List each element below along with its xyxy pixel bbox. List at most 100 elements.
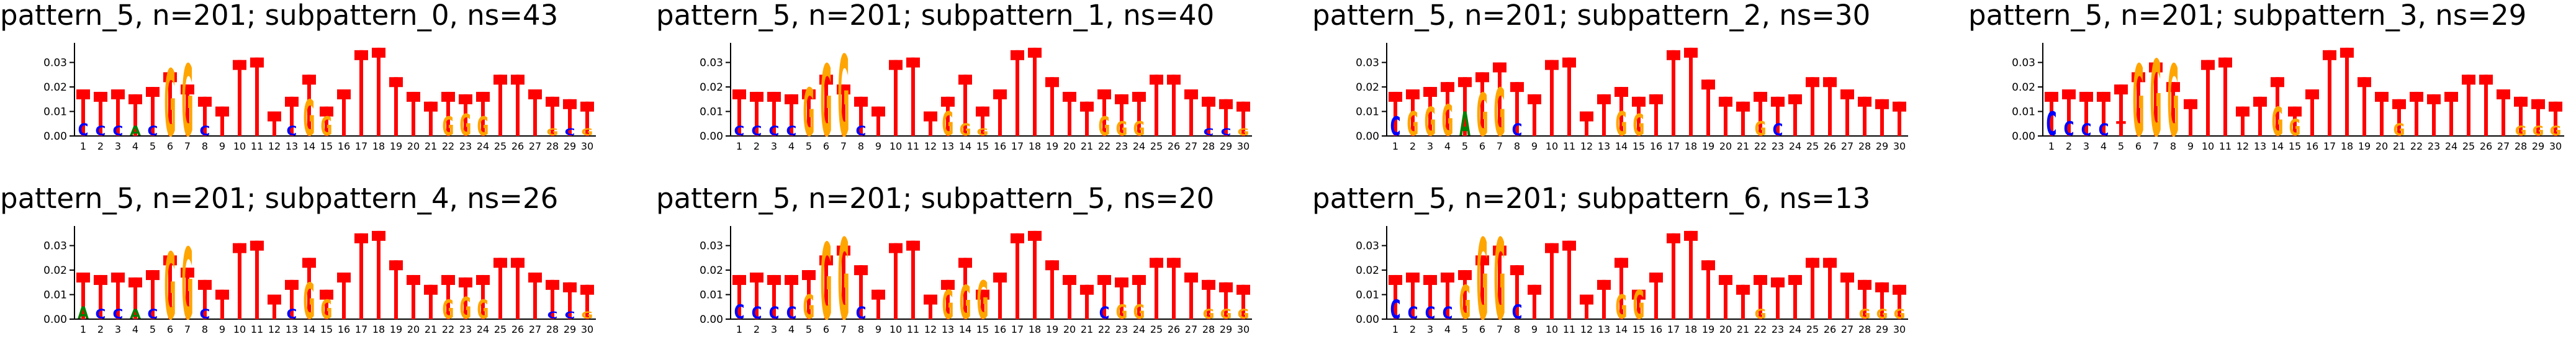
position-bar	[551, 279, 554, 319]
logo-letter: G	[960, 276, 971, 329]
logo-letter: G	[1459, 276, 1471, 329]
x-tick-label: 4	[2101, 140, 2107, 152]
x-tick-label: 8	[1514, 323, 1520, 335]
position-bar-cap	[976, 106, 989, 117]
x-tick-label: 15	[1633, 323, 1645, 335]
position-bar-cap	[181, 84, 194, 95]
position-bar-cap	[1597, 279, 1611, 290]
x-tick-label: 15	[2289, 140, 2301, 152]
x-tick-label: 12	[268, 140, 281, 152]
x-tick-label: 9	[1531, 323, 1538, 335]
x-tick-label: 2	[1410, 323, 1416, 335]
x-tick-label: 6	[1479, 140, 1485, 152]
position-bar	[1446, 273, 1449, 319]
position-bar-cap	[198, 96, 212, 107]
position-bar-cap	[1045, 260, 1059, 271]
position-bar	[2554, 101, 2557, 136]
logo-letter: C	[1099, 304, 1110, 323]
x-tick-label: 11	[1563, 140, 1575, 152]
position-bar	[894, 60, 898, 136]
x-tick-label: 5	[1462, 140, 1468, 152]
x-tick-label: 13	[1598, 140, 1610, 152]
x-tick-label: 29	[1876, 140, 1888, 152]
position-bar-cap	[802, 270, 816, 281]
position-bar	[2502, 89, 2505, 136]
logo-letter: G	[2550, 124, 2562, 139]
logo-letter: G	[960, 120, 971, 140]
position-bar-cap	[1806, 258, 1819, 268]
logo-letter: G	[1494, 75, 1506, 151]
x-tick-label: 4	[788, 323, 795, 335]
x-tick-label: 7	[184, 140, 191, 152]
position-bar-cap	[1806, 77, 1819, 88]
position-bar-cap	[958, 258, 972, 268]
position-bar	[911, 240, 915, 319]
logo-letter: G	[2133, 44, 2145, 159]
position-bar-cap	[1493, 62, 1506, 73]
position-bar-cap	[924, 294, 937, 305]
position-bar-cap	[546, 96, 559, 107]
position-bar	[859, 265, 863, 319]
x-tick-label: 21	[1737, 140, 1749, 152]
x-tick-label: 18	[1029, 323, 1041, 335]
x-tick-label: 7	[184, 323, 191, 335]
position-bar-cap	[528, 89, 542, 99]
position-bar	[2345, 47, 2349, 136]
position-bar-cap	[76, 273, 90, 282]
position-bar	[116, 273, 120, 319]
x-tick-label: 19	[1046, 323, 1058, 335]
position-bar	[824, 75, 828, 136]
position-bar-cap	[580, 101, 594, 112]
x-tick-label: 24	[477, 140, 489, 152]
position-bar	[2189, 99, 2192, 136]
x-tick-label: 30	[1893, 323, 1906, 335]
x-tick-label: 11	[251, 140, 263, 152]
y-tick-label: 0.02	[43, 264, 67, 277]
y-tick-label: 0.02	[1356, 81, 1379, 94]
logo-letter: C	[200, 307, 210, 322]
position-bar	[1033, 47, 1037, 136]
logo-panel-0: pattern_5, n=201; subpattern_0, ns=43 0.…	[0, 0, 639, 174]
position-bar-cap	[1063, 91, 1076, 102]
x-tick-label: 23	[1772, 140, 1784, 152]
position-bar-cap	[2062, 89, 2076, 99]
x-tick-label: 30	[1237, 140, 1250, 152]
logo-panel-1: pattern_5, n=201; subpattern_1, ns=40 0.…	[656, 0, 1295, 174]
position-bar-cap	[407, 274, 420, 285]
x-tick-label: 22	[442, 323, 454, 335]
position-bar	[568, 99, 572, 136]
x-tick-label: 20	[1063, 323, 1076, 335]
x-tick-label: 20	[1719, 323, 1732, 335]
y-tick-label: 0.02	[700, 264, 723, 277]
position-bar	[1241, 284, 1245, 319]
logo-letter: G	[2515, 124, 2527, 139]
position-bar	[1880, 282, 1884, 319]
logo-panel-4: pattern_5, n=201; subpattern_4, ns=26 0.…	[0, 183, 639, 357]
position-bar	[998, 273, 1002, 319]
position-bar-cap	[424, 101, 438, 112]
position-bar-cap	[1202, 96, 1215, 107]
logo-letter: T	[2116, 117, 2126, 140]
position-bar	[1898, 101, 1901, 136]
x-tick-label: 4	[132, 140, 138, 152]
position-bar-cap	[2444, 91, 2458, 102]
x-tick-label: 21	[425, 323, 437, 335]
x-tick-label: 1	[1392, 323, 1398, 335]
position-bar-cap	[732, 89, 746, 99]
x-tick-label: 7	[1497, 323, 1503, 335]
x-tick-label: 23	[1772, 323, 1784, 335]
x-tick-label: 2	[754, 140, 760, 152]
logo-letter: G	[1633, 283, 1645, 328]
position-bar-cap	[2392, 99, 2406, 109]
x-tick-label: 26	[511, 323, 524, 335]
logo-panel-5: pattern_5, n=201; subpattern_5, ns=20 0.…	[656, 183, 1295, 357]
position-bar-cap	[2479, 75, 2493, 85]
x-tick-label: 12	[924, 323, 937, 335]
position-bar	[1480, 255, 1484, 319]
position-bar	[429, 101, 433, 136]
logo-letter: G	[443, 112, 454, 142]
x-tick-label: 12	[1580, 323, 1593, 335]
position-bar-cap	[2514, 96, 2528, 107]
